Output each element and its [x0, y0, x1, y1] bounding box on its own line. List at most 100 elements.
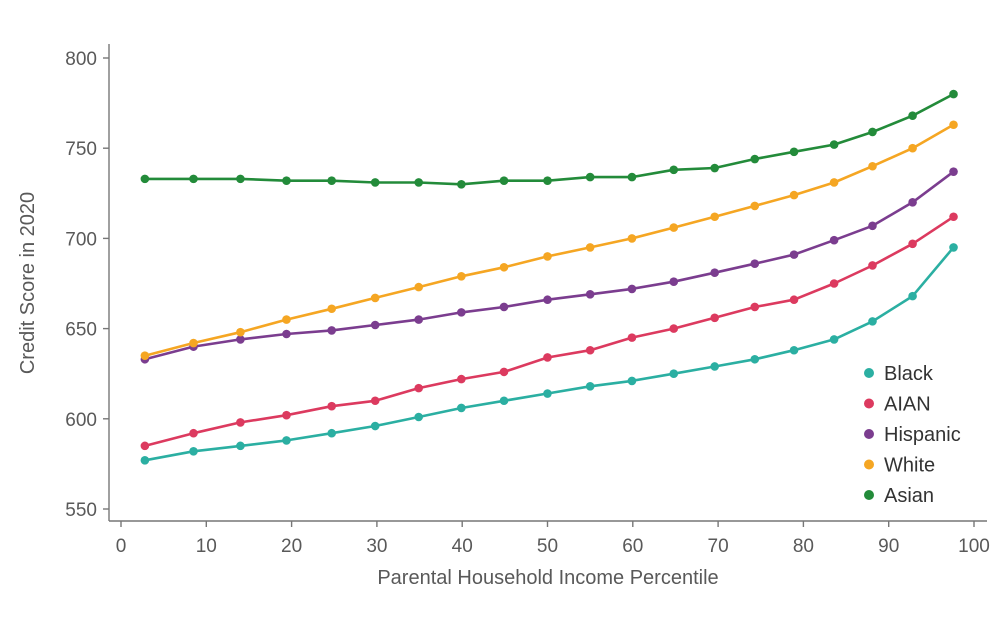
- data-point-asian: [370, 178, 380, 187]
- data-point-black: [457, 403, 466, 413]
- x-tick-label: 60: [622, 536, 643, 557]
- x-ticks: 0 10 20 30 40 50 60 70 80 90 100: [116, 521, 990, 557]
- data-point-black: [750, 354, 760, 364]
- data-point-white: [140, 351, 150, 360]
- data-point-asian: [669, 165, 679, 175]
- data-point-hispanic: [868, 221, 877, 231]
- x-tick-label: 0: [116, 536, 127, 557]
- y-ticks: 550 600 650 700 750 800: [65, 49, 109, 521]
- series-asian: [140, 89, 958, 189]
- legend-item-hispanic: Hispanic: [864, 424, 961, 446]
- data-point-white: [908, 143, 917, 153]
- legend-marker: [864, 429, 874, 439]
- data-point-white: [543, 252, 552, 261]
- data-point-asian: [627, 172, 637, 182]
- data-point-asian: [908, 111, 917, 121]
- series-line-black: [143, 246, 955, 462]
- data-point-hispanic: [499, 302, 509, 312]
- data-point-black: [499, 396, 509, 406]
- series-white: [140, 120, 958, 360]
- y-tick-label: 650: [65, 320, 97, 341]
- x-tick-label: 50: [537, 536, 558, 557]
- data-point-asian: [327, 176, 336, 185]
- data-point-hispanic: [829, 235, 839, 245]
- legend-item-black: Black: [864, 363, 934, 385]
- data-point-aian: [140, 441, 150, 451]
- data-point-black: [140, 455, 150, 465]
- data-point-aian: [543, 353, 552, 362]
- y-axis-title: Credit Score in 2020: [17, 192, 39, 374]
- legend-marker: [864, 368, 874, 378]
- legend-label: Black: [884, 363, 934, 385]
- data-point-aian: [710, 313, 719, 323]
- x-tick-label: 40: [452, 536, 473, 557]
- data-point-aian: [457, 374, 466, 384]
- series-black: [140, 243, 958, 465]
- data-point-hispanic: [627, 284, 637, 294]
- data-point-white: [457, 271, 466, 281]
- series-line-aian: [143, 215, 955, 448]
- x-tick-label: 100: [958, 536, 990, 557]
- legend-item-aian: AIAN: [864, 394, 931, 416]
- data-point-aian: [868, 261, 877, 270]
- data-point-white: [499, 262, 509, 272]
- data-point-aian: [282, 410, 291, 420]
- series-aian: [140, 212, 958, 451]
- data-point-hispanic: [282, 329, 291, 339]
- legend-marker: [864, 490, 874, 500]
- data-point-hispanic: [585, 290, 595, 299]
- series-hispanic: [140, 167, 958, 364]
- y-tick-label: 600: [65, 410, 97, 431]
- y-tick-label: 750: [65, 139, 97, 160]
- data-point-aian: [414, 383, 423, 393]
- data-point-white: [710, 212, 719, 222]
- legend-label: White: [884, 455, 935, 477]
- data-point-asian: [282, 176, 291, 185]
- y-tick-label: 550: [65, 500, 97, 521]
- series-layer: [140, 89, 958, 465]
- legend-marker: [864, 459, 874, 470]
- data-point-asian: [499, 176, 509, 185]
- data-point-asian: [457, 179, 466, 189]
- data-point-hispanic: [236, 335, 245, 344]
- legend-item-asian: Asian: [864, 485, 934, 507]
- legend-marker: [864, 398, 874, 409]
- x-tick-label: 90: [878, 536, 899, 557]
- data-point-aian: [236, 418, 245, 427]
- data-point-asian: [868, 127, 877, 137]
- data-point-aian: [750, 302, 760, 312]
- data-point-aian: [370, 396, 380, 406]
- data-point-aian: [189, 428, 198, 438]
- data-point-white: [327, 304, 336, 314]
- data-point-asian: [949, 89, 958, 99]
- data-point-aian: [627, 333, 637, 342]
- legend-label: Asian: [884, 485, 934, 507]
- data-point-hispanic: [669, 277, 679, 286]
- data-point-black: [908, 291, 917, 301]
- series-line-hispanic: [143, 170, 955, 361]
- data-point-asian: [585, 172, 595, 182]
- series-line-white: [143, 123, 955, 358]
- data-point-black: [282, 436, 291, 445]
- data-point-white: [414, 282, 423, 292]
- data-point-white: [750, 201, 760, 211]
- data-point-asian: [414, 178, 423, 187]
- data-point-white: [585, 243, 595, 252]
- legend-item-white: White: [864, 455, 935, 477]
- data-point-black: [627, 376, 637, 386]
- data-point-hispanic: [457, 308, 466, 317]
- data-point-asian: [710, 163, 719, 173]
- legend: Black AIAN Hispanic White Asian: [864, 363, 961, 507]
- x-tick-label: 20: [281, 536, 302, 557]
- data-point-hispanic: [750, 259, 760, 268]
- series-line-asian: [143, 92, 955, 186]
- data-point-hispanic: [370, 320, 380, 330]
- data-point-black: [370, 421, 380, 431]
- data-point-black: [543, 389, 552, 398]
- x-axis-title: Parental Household Income Percentile: [377, 567, 718, 589]
- data-point-black: [189, 446, 198, 456]
- x-tick-label: 10: [196, 536, 217, 557]
- data-point-hispanic: [543, 295, 552, 305]
